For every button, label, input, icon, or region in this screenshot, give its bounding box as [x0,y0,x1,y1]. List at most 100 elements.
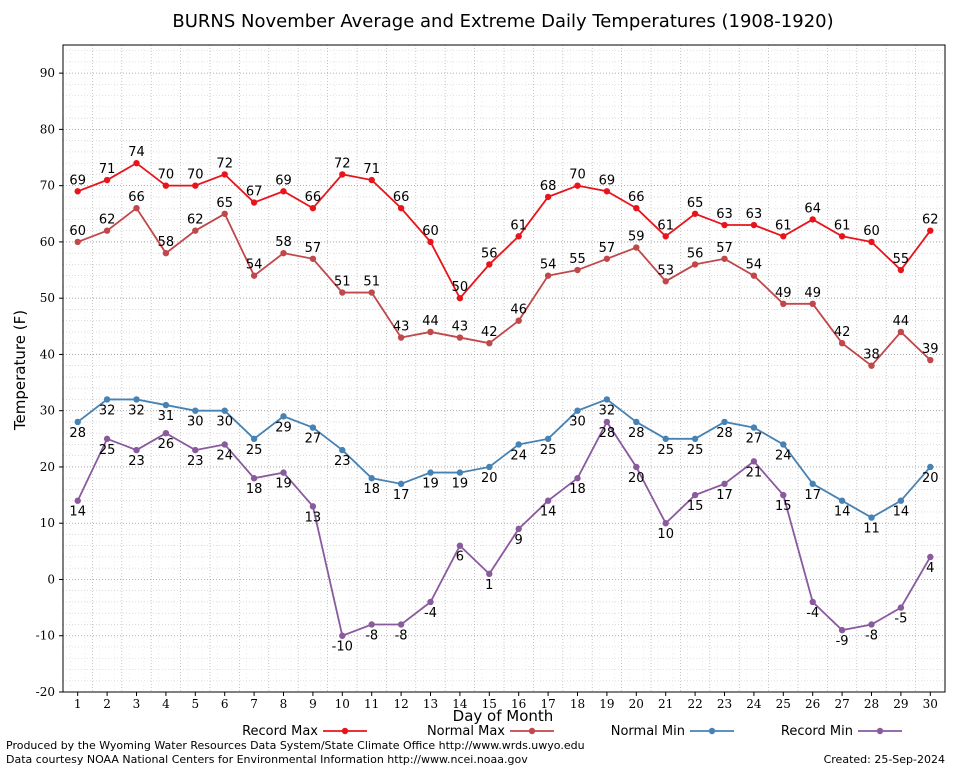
data-label-normal-max: 54 [540,258,557,273]
data-point-record-max [603,188,611,195]
data-point-record-min [662,520,669,527]
data-point-record-min [103,435,111,443]
data-label-normal-min: 19 [422,477,439,492]
data-point-record-min [427,598,434,606]
data-label-record-min: -9 [836,634,849,649]
data-point-normal-max [721,255,728,262]
data-label-normal-max: 42 [834,325,851,340]
data-label-record-min: 24 [216,448,233,463]
y-tick-label: 60 [40,235,55,249]
y-tick-label: -20 [36,685,55,699]
data-label-normal-max: 60 [69,224,86,239]
data-point-record-min [74,497,81,504]
data-label-record-min: -8 [365,628,378,643]
data-label-normal-min: 27 [305,432,322,447]
data-label-record-min: -4 [806,606,819,621]
data-point-normal-max [192,227,199,234]
data-point-record-min [838,626,846,634]
data-point-normal-max [309,255,317,262]
data-label-normal-max: 53 [657,263,674,278]
legend-label-record-min: Record Min [781,724,853,739]
data-point-normal-min [868,514,875,521]
data-label-normal-max: 43 [393,320,410,335]
data-point-record-max [515,233,522,240]
data-label-record-max: 60 [422,224,439,239]
data-label-normal-min: 27 [746,432,763,447]
data-point-normal-max [162,249,170,257]
data-label-normal-max: 62 [187,213,204,228]
data-label-normal-min: 17 [804,488,821,503]
data-point-normal-max [280,249,287,257]
x-tick-label: 2 [103,697,111,711]
data-label-normal-min: 19 [452,477,469,492]
data-label-normal-min: 20 [922,471,939,486]
data-label-record-min: 15 [775,499,792,514]
data-label-record-max: 55 [893,252,910,267]
data-point-record-min [721,480,728,488]
data-point-record-max [868,238,875,246]
data-point-normal-min [750,424,758,431]
data-label-normal-min: 32 [128,403,145,418]
data-point-record-max [456,294,464,302]
data-point-normal-min [427,469,434,476]
data-point-normal-max [838,339,846,347]
data-point-record-max [192,182,199,189]
data-label-record-max: 63 [716,207,733,222]
x-tick-label: 27 [834,697,849,711]
data-label-normal-min: 30 [216,415,233,430]
data-label-record-min: 9 [515,533,523,548]
data-label-normal-min: 24 [775,448,792,463]
data-point-normal-min [397,480,405,488]
data-label-record-max: 61 [775,218,792,233]
x-tick-label: 28 [864,697,879,711]
data-point-normal-max [74,238,81,246]
x-axis-title: Day of Month [453,707,554,725]
data-point-normal-min [897,497,905,504]
data-point-record-min [515,525,522,533]
x-tick-label: 29 [893,697,908,711]
data-label-normal-min: 32 [99,403,116,418]
data-point-record-min [750,458,758,465]
x-tick-label: 24 [746,697,762,711]
data-label-normal-min: 18 [363,482,380,497]
data-point-normal-min [662,435,669,443]
data-label-normal-min: 25 [540,443,557,458]
data-label-record-min: -5 [894,612,907,627]
x-tick-label: 6 [221,697,229,711]
data-label-record-min: 4 [926,561,934,576]
data-point-normal-min [721,418,728,426]
data-label-normal-min: 25 [687,443,704,458]
data-label-normal-min: 20 [481,471,498,486]
y-tick-label: 70 [40,179,55,193]
plot-background [63,45,945,692]
data-point-record-min [868,621,875,628]
x-tick-label: 5 [191,697,199,711]
data-point-record-min [339,632,346,639]
data-label-record-max: 66 [305,190,322,205]
data-label-normal-min: 30 [569,415,586,430]
data-label-normal-max: 58 [158,235,175,250]
data-label-normal-min: 14 [893,505,910,520]
data-label-record-min: -4 [424,606,437,621]
x-tick-label: 14 [452,697,468,711]
data-point-record-max [486,261,493,268]
series-line-record-max [77,162,932,300]
data-point-record-max [74,188,81,195]
data-label-normal-max: 49 [775,286,792,301]
x-tick-label: 11 [364,697,379,711]
data-point-record-max [809,216,816,223]
x-tick-label: 22 [687,697,702,711]
data-point-record-max [721,221,728,229]
data-label-record-max: 71 [363,162,380,177]
data-point-normal-max [750,272,758,279]
data-label-normal-min: 28 [69,426,86,441]
data-point-normal-min [368,475,375,482]
x-tick-label: 4 [162,697,170,711]
data-label-normal-min: 29 [275,420,292,435]
data-point-record-max [250,199,258,206]
data-label-record-max: 66 [393,190,410,205]
data-point-record-min [927,553,934,561]
data-label-normal-max: 51 [363,275,380,290]
data-label-record-max: 65 [687,196,704,211]
data-label-record-min: 19 [275,477,292,492]
